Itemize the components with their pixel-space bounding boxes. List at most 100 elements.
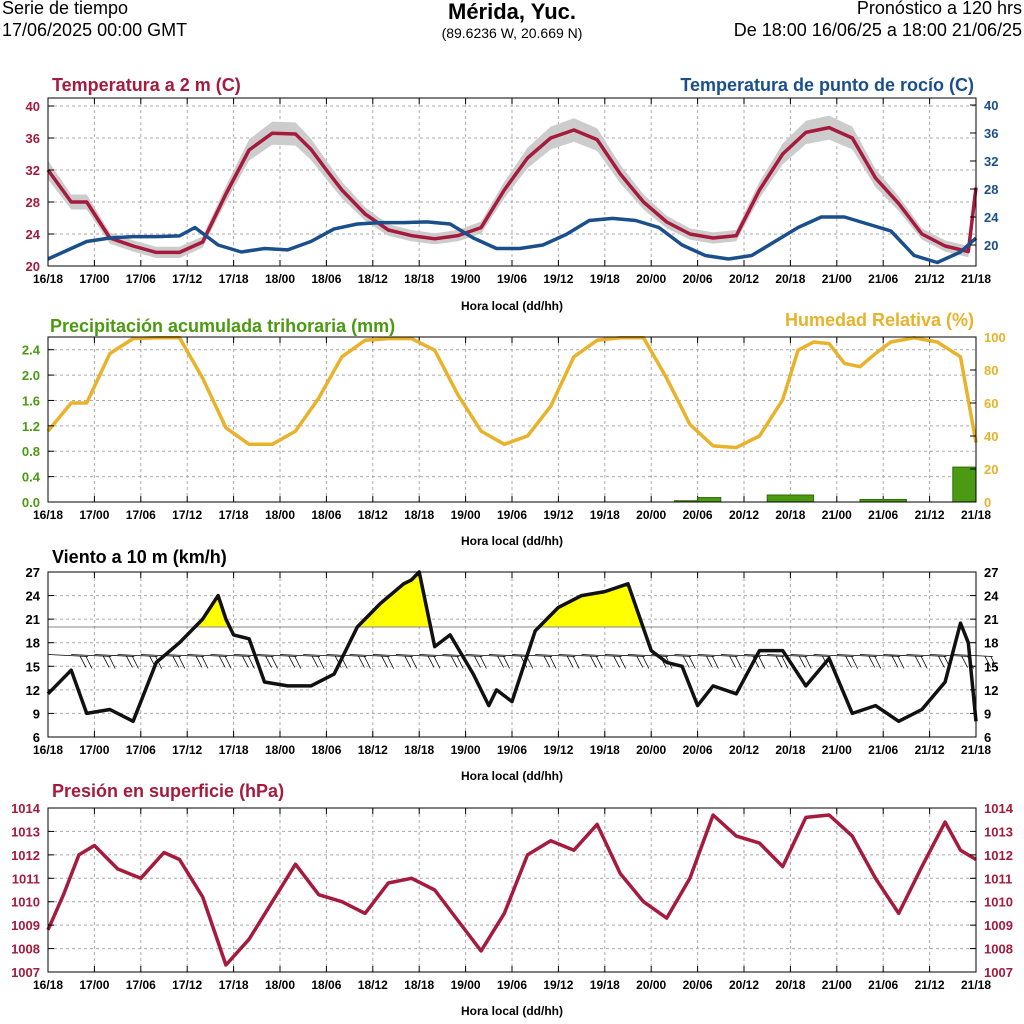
x-tick-label: 17/12 — [172, 743, 202, 757]
wind-barb-feather — [897, 656, 905, 669]
x-tick-label: 18/18 — [404, 508, 434, 522]
wind-barb-shaft — [256, 654, 297, 657]
x-tick-label: 20/00 — [636, 272, 666, 286]
x-tick-label: 21/18 — [961, 978, 991, 992]
x-tick-label: 20/00 — [636, 508, 666, 522]
x-tick-label: 21/12 — [915, 272, 945, 286]
wind-barb — [326, 654, 371, 669]
wind-barb-shaft — [720, 654, 761, 657]
y-tick-label: 1013 — [984, 824, 1013, 839]
wind-barb-feather — [758, 656, 766, 669]
x-tick-label: 18/18 — [404, 743, 434, 757]
wind-barb-feather — [706, 655, 713, 668]
x-tick-label: 17/06 — [126, 743, 156, 757]
coordinates: (89.6236 W, 20.669 N) — [441, 25, 583, 41]
forecast-range-label: Pronóstico a 120 hrs — [856, 0, 1022, 18]
humidity-line — [46, 336, 978, 450]
wind-barb — [813, 654, 858, 669]
y-tick-label: 1008 — [11, 942, 40, 957]
wind-barb — [535, 654, 580, 669]
wind-barb — [187, 654, 232, 669]
x-tick-label: 17/12 — [172, 508, 202, 522]
wind-barb-shaft — [581, 654, 622, 657]
x-tick-label: 19/06 — [497, 743, 527, 757]
wind-barb-feather — [294, 656, 302, 669]
y-tick-label: 27 — [984, 565, 998, 580]
x-tick-label: 19/06 — [497, 272, 527, 286]
wind-barb-shaft — [419, 654, 460, 657]
wind-barb-shaft — [558, 654, 599, 657]
x-tick-label: 19/06 — [497, 508, 527, 522]
y-tick-label: 18 — [26, 636, 40, 651]
x-tick-label: 18/06 — [311, 743, 341, 757]
y-tick-label: 1007 — [11, 965, 40, 980]
x-tick-label: 18/12 — [358, 508, 388, 522]
wind-barb-feather — [387, 656, 394, 669]
wind-barb-feather — [682, 655, 690, 668]
run-date: 17/06/2025 00:00 GMT — [2, 20, 188, 40]
wind-barb — [210, 654, 255, 669]
y-tick-label: 36 — [984, 126, 998, 141]
x-tick-label: 19/12 — [543, 508, 573, 522]
wind-barb-shaft — [349, 654, 390, 657]
x-tick-label: 20/18 — [775, 978, 805, 992]
wind-barb — [674, 654, 719, 669]
wind-barb — [952, 654, 998, 669]
wind-barb-feather — [497, 655, 504, 668]
wind-barb — [836, 654, 882, 669]
x-tick-label: 17/12 — [172, 272, 202, 286]
wind-barb-shaft — [697, 654, 738, 657]
wind-barb — [71, 654, 116, 669]
wind-barb-shaft — [117, 654, 158, 657]
x-tick-label: 18/00 — [265, 743, 295, 757]
y-tick-label: 9 — [984, 706, 991, 721]
x-tick-label: 16/18 — [33, 272, 63, 286]
x-tick-label: 21/18 — [961, 743, 991, 757]
wind-barb-feather — [781, 656, 789, 669]
y-tick-label: 20 — [984, 462, 998, 477]
x-tick-label: 18/12 — [358, 272, 388, 286]
y-tick-label: 12 — [26, 683, 40, 698]
wind-barb-shaft — [859, 654, 901, 657]
wind-barb-feather — [381, 655, 388, 668]
precip-bar — [697, 497, 722, 503]
wind-barb-feather — [195, 655, 203, 668]
wind-barb — [465, 654, 510, 669]
x-tick-label: 17/18 — [219, 508, 249, 522]
wind-barb-shaft — [279, 654, 321, 657]
x-tick-label: 21/06 — [868, 272, 898, 286]
x-tick-label: 18/00 — [265, 978, 295, 992]
wind-barb-shaft — [163, 654, 205, 657]
wind-barb — [349, 654, 394, 669]
x-tick-label: 18/18 — [404, 978, 434, 992]
wind-barb-feather — [636, 655, 644, 668]
wind-barb-shaft — [836, 654, 877, 657]
x-tick-label: 21/00 — [822, 743, 852, 757]
x-tick-label: 20/18 — [775, 272, 805, 286]
y-tick-label: 1014 — [11, 801, 41, 816]
wind-barb-feather — [868, 655, 876, 668]
y-tick-label: 40 — [984, 98, 998, 113]
header-right: Pronóstico a 120 hrs De 18:00 16/06/25 a… — [734, 0, 1022, 41]
x-tick-label: 21/12 — [915, 743, 945, 757]
y-tick-label: 20 — [26, 259, 40, 274]
x-tick-label: 20/06 — [683, 272, 713, 286]
x-tick-label: 20/18 — [775, 743, 805, 757]
wind-barb — [372, 654, 418, 669]
x-tick-label: 18/18 — [404, 272, 434, 286]
x-axis-label: Hora local (dd/hh) — [461, 299, 563, 313]
panel-precipitation: 16/18 17/00 17/06 17/12 17/18 18/00 18/06 18/12… — [22, 310, 1006, 548]
panel-pressure: 16/18 17/00 17/06 17/12 17/18 18/00 18/06 18/12… — [11, 781, 1014, 1018]
x-tick-label: 21/06 — [868, 508, 898, 522]
x-tick-label: 21/18 — [961, 508, 991, 522]
wind-barb-feather — [358, 655, 365, 668]
x-tick-label: 17/00 — [79, 272, 109, 286]
wind-barb — [94, 654, 139, 669]
wind-barb-feather — [543, 655, 551, 668]
wind-barb — [558, 654, 603, 669]
pressure-title: Presión en superficie (hPa) — [52, 781, 284, 801]
y-tick-label: 60 — [984, 396, 998, 411]
x-tick-label: 19/00 — [451, 508, 481, 522]
y-tick-label: 1010 — [11, 895, 40, 910]
x-tick-label: 19/12 — [543, 743, 573, 757]
